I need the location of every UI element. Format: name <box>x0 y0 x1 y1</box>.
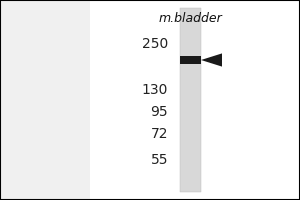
Text: 95: 95 <box>150 105 168 119</box>
Text: 55: 55 <box>151 153 168 167</box>
Text: m.bladder: m.bladder <box>159 11 222 24</box>
Bar <box>180 56 201 64</box>
Bar <box>180 8 201 192</box>
Text: 250: 250 <box>142 37 168 51</box>
Polygon shape <box>201 53 222 67</box>
Text: 72: 72 <box>151 127 168 141</box>
Text: 130: 130 <box>142 83 168 97</box>
Bar <box>90 0 300 200</box>
